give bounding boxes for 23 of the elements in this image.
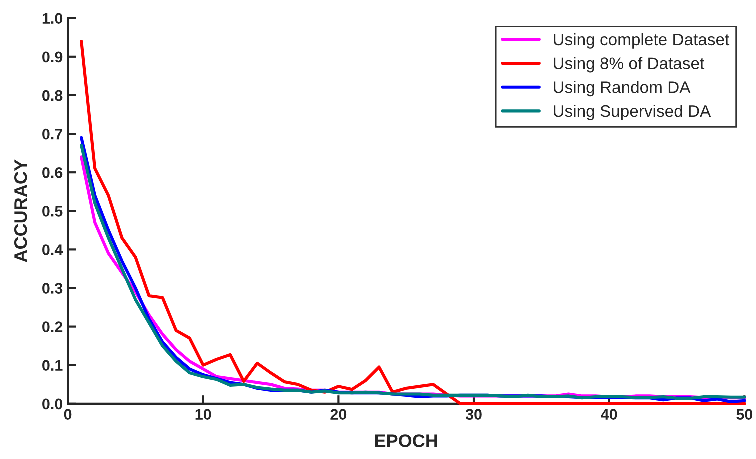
legend-label: Using 8% of Dataset [554,57,705,73]
x-tick-label: 20 [330,409,347,420]
y-tick-label: 0.3 [42,283,63,294]
x-tick-label: 50 [736,409,753,420]
legend-label: Using complete Dataset [554,33,730,49]
y-tick-label: 0.1 [42,360,63,372]
y-tick-label: 0.0 [42,398,63,410]
y-tick-label: 1.0 [42,13,63,24]
x-tick-label: 10 [196,409,212,420]
legend-label: Using Supervised DA [554,104,712,121]
legend-label: Using Random DA [554,81,691,97]
y-tick-label: 0.2 [42,322,63,332]
y-tick-label: 0.4 [42,244,64,256]
x-tick-label: 40 [601,409,618,420]
y-tick-label: 0.6 [42,167,63,178]
y-axis-title: ACCURACY [14,160,28,262]
x-axis-title: EPOCH [375,434,438,448]
y-tick-label: 0.8 [42,90,63,102]
x-tick-label: 0 [64,409,72,420]
y-tick-label: 0.5 [42,206,63,217]
x-tick-label: 30 [466,409,482,420]
y-tick-label: 0.7 [42,128,63,140]
y-tick-label: 0.9 [42,52,63,63]
